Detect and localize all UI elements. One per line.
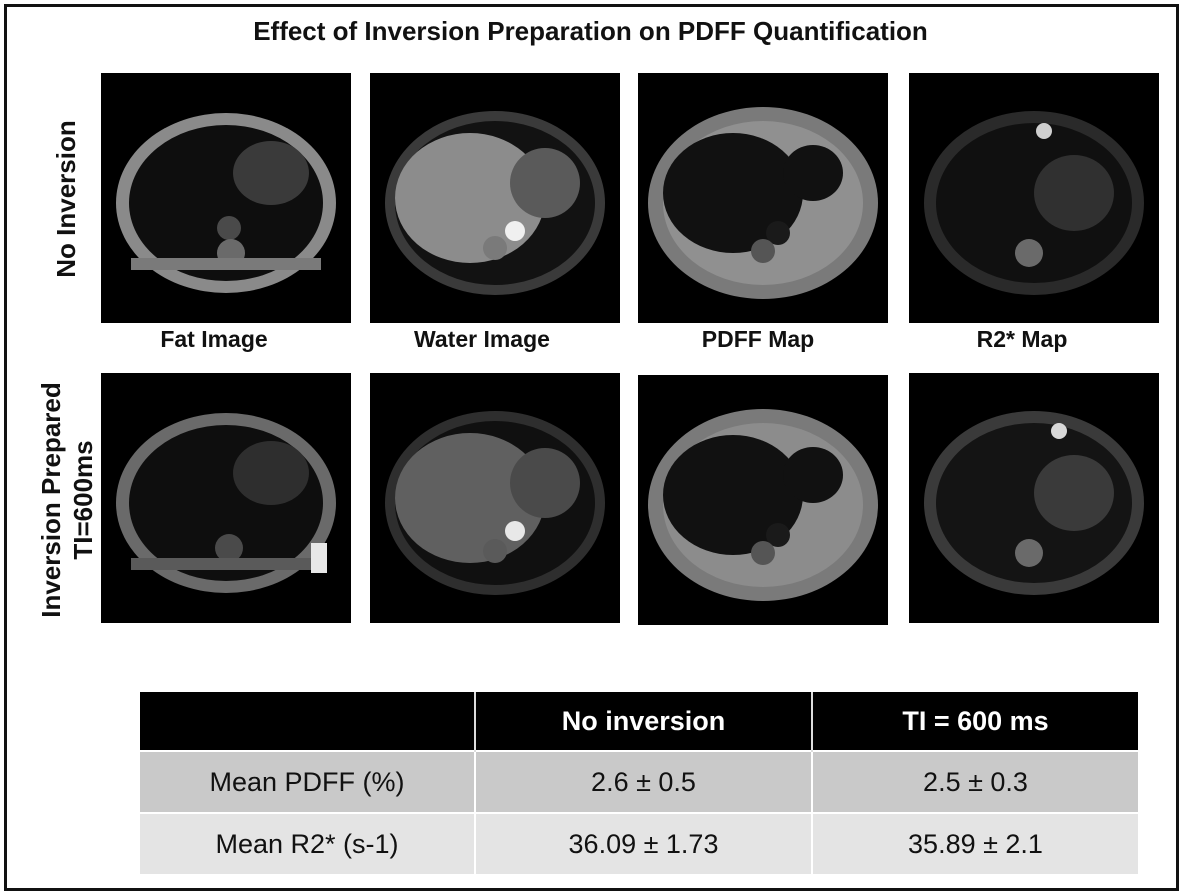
- row-label-pdff: Mean PDFF (%): [140, 750, 476, 813]
- column-label-pdff: PDFF Map: [701, 326, 815, 352]
- r2star-map-inversion: [909, 373, 1159, 623]
- column-label-fat: Fat Image: [160, 326, 268, 352]
- row-label-r2star: Mean R2* (s-1): [140, 812, 476, 874]
- r2star-map-no-inversion: [909, 73, 1159, 323]
- table-header-ti600: TI = 600 ms: [812, 692, 1138, 751]
- water-image-inversion: [370, 373, 620, 623]
- row-label-line2: TI=600ms: [68, 440, 98, 560]
- table-row: Mean R2* (s-1) 36.09 ± 1.73 35.89 ± 2.1: [140, 812, 1138, 874]
- table-row: Mean PDFF (%) 2.6 ± 0.5 2.5 ± 0.3: [140, 750, 1138, 813]
- table-header-row: No inversion TI = 600 ms: [140, 692, 1138, 751]
- figure-title: Effect of Inversion Preparation on PDFF …: [253, 16, 928, 46]
- table-header-empty: [140, 692, 476, 751]
- row-label-line1: Inversion Prepared: [36, 382, 66, 618]
- row-label-inversion-prepared: Inversion Prepared TI=600ms: [35, 360, 99, 640]
- table-header-no-inversion: No inversion: [475, 692, 813, 751]
- stats-table: No inversion TI = 600 ms Mean PDFF (%) 2…: [140, 692, 1138, 874]
- pdff-no-inversion-value: 2.6 ± 0.5: [475, 750, 813, 813]
- water-image-no-inversion: [370, 73, 620, 323]
- r2star-ti600-value: 35.89 ± 2.1: [812, 812, 1138, 874]
- column-label-water: Water Image: [414, 326, 550, 352]
- fat-image-inversion: [101, 373, 351, 623]
- row-label-no-inversion: No Inversion: [51, 120, 81, 278]
- column-label-r2star: R2* Map: [976, 326, 1068, 352]
- fat-image-no-inversion: [101, 73, 351, 323]
- pdff-ti600-value: 2.5 ± 0.3: [812, 750, 1138, 813]
- pdff-map-no-inversion: [638, 73, 888, 323]
- r2star-no-inversion-value: 36.09 ± 1.73: [475, 812, 813, 874]
- figure-frame: [4, 4, 1179, 891]
- pdff-map-inversion: [638, 375, 888, 625]
